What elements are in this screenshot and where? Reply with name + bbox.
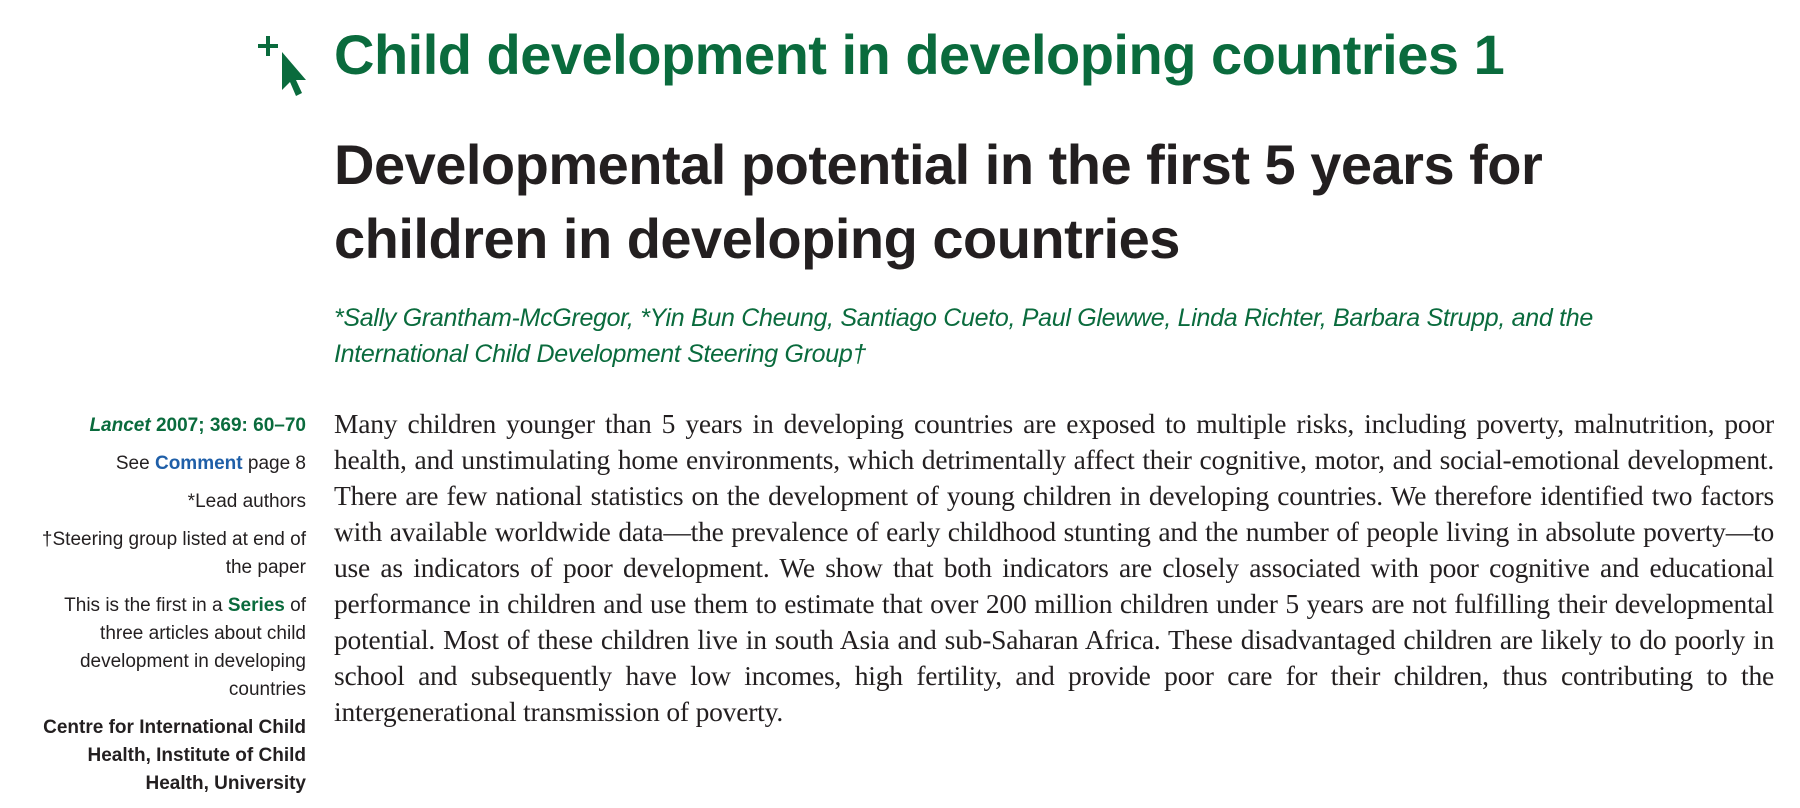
- see-prefix: See: [115, 453, 155, 474]
- citation: Lancet 2007; 369: 60–70: [40, 412, 306, 440]
- affiliation: Centre for International Child Health, I…: [43, 717, 306, 794]
- article-title: Developmental potential in the first 5 y…: [334, 133, 1543, 270]
- citation-journal: Lancet: [89, 415, 151, 436]
- author-list: *Sally Grantham-McGregor, *Yin Bun Cheun…: [334, 304, 1593, 368]
- series-link[interactable]: Series: [227, 595, 285, 616]
- series-note: This is the first in a Series of three a…: [40, 592, 306, 704]
- sidebar: Lancet 2007; 369: 60–70 See Comment page…: [40, 412, 306, 808]
- abstract: Many children younger than 5 years in de…: [334, 408, 1774, 727]
- steering-group-note: †Steering group listed at end of the pap…: [41, 529, 306, 578]
- see-suffix: page 8: [242, 453, 306, 474]
- series-prefix: This is the first in a: [64, 595, 228, 616]
- citation-details: 2007; 369: 60–70: [150, 415, 306, 436]
- see-comment-note: See Comment page 8: [40, 450, 306, 478]
- comment-link[interactable]: Comment: [154, 453, 243, 474]
- crossmark-icon[interactable]: [258, 32, 306, 98]
- lead-authors-note: *Lead authors: [187, 491, 306, 512]
- series-suffix: of three articles about child developmen…: [79, 595, 306, 700]
- series-title: Child development in developing countrie…: [334, 23, 1505, 86]
